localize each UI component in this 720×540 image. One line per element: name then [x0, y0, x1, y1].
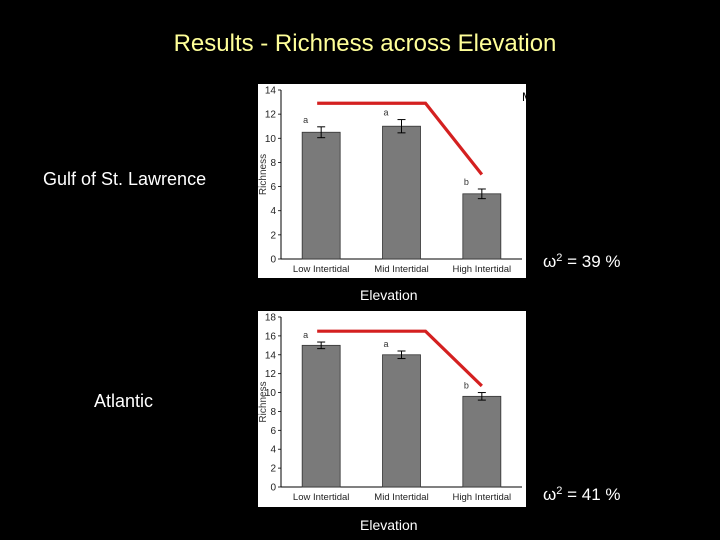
y-tick-label: 16	[265, 331, 277, 342]
y-tick-label: 14	[265, 86, 277, 97]
omega-symbol: ω	[543, 252, 557, 271]
y-axis-label: Richness	[258, 154, 269, 195]
region-label-atlantic: Atlantic	[94, 391, 154, 411]
significance-letter: b	[464, 381, 469, 391]
y-tick-label: 4	[270, 445, 276, 456]
omega-exponent: 2	[556, 252, 563, 264]
y-tick-label: 10	[265, 388, 277, 399]
omega-exponent: 2	[556, 485, 563, 497]
significance-letter: a	[384, 108, 389, 118]
x-tick-label: High Intertidal	[453, 264, 512, 275]
x-tick-label: Low Intertidal	[293, 264, 350, 275]
chart-gulf: 0 2 4 6 8 10 12 14 Richness a Low Intertidal a Mid I…	[258, 84, 526, 278]
omega-squared-gulf: ω2 = 39 %	[543, 252, 621, 272]
y-tick-label: 12	[265, 369, 277, 380]
omega-value: = 39 %	[562, 252, 621, 271]
x-tick-label: Mid Intertidal	[374, 492, 428, 503]
means-se-note: Means ± SE	[522, 90, 588, 104]
y-tick-label: 0	[270, 255, 276, 266]
y-tick-label: 8	[270, 158, 276, 169]
y-axis-label: Richness	[258, 381, 269, 422]
significance-letter: b	[464, 177, 469, 187]
x-tick-label: Mid Intertidal	[374, 264, 428, 275]
y-tick-label: 4	[270, 206, 276, 217]
y-tick-label: 2	[270, 464, 276, 475]
y-tick-label: 0	[270, 483, 276, 494]
region-label-gulf: Gulf of St. Lawrence	[43, 169, 207, 189]
x-axis-label-atlantic: Elevation	[360, 517, 418, 533]
bar	[462, 395, 502, 488]
y-tick-label: 14	[265, 350, 277, 361]
significance-letter: a	[303, 330, 308, 340]
y-tick-label: 2	[270, 230, 276, 241]
significance-letter: a	[303, 115, 308, 125]
x-tick-label: High Intertidal	[453, 492, 512, 503]
x-axis-label-gulf: Elevation	[360, 287, 418, 303]
omega-symbol: ω	[543, 485, 557, 504]
bar	[462, 193, 502, 260]
bar	[382, 354, 421, 488]
bar	[382, 125, 421, 260]
x-tick-label: Low Intertidal	[293, 492, 350, 503]
chart-atlantic: 0 2 4 6 8 10 12 14 16 18 Richness a Low Intertidal a M…	[258, 311, 526, 507]
slide-title: Results - Richness across Elevation	[173, 30, 557, 57]
y-tick-label: 8	[270, 407, 276, 418]
y-tick-label: 12	[265, 110, 277, 121]
significance-letter: a	[384, 339, 389, 349]
trend-line	[317, 101, 484, 176]
y-tick-label: 10	[265, 134, 277, 145]
y-tick-label: 6	[270, 182, 276, 193]
omega-squared-atlantic: ω2 = 41 %	[543, 485, 621, 505]
y-tick-label: 6	[270, 426, 276, 437]
trend-line	[317, 329, 483, 388]
y-tick-label: 18	[265, 313, 277, 324]
omega-value: = 41 %	[562, 485, 621, 504]
bar	[301, 344, 341, 488]
bar	[301, 131, 341, 260]
